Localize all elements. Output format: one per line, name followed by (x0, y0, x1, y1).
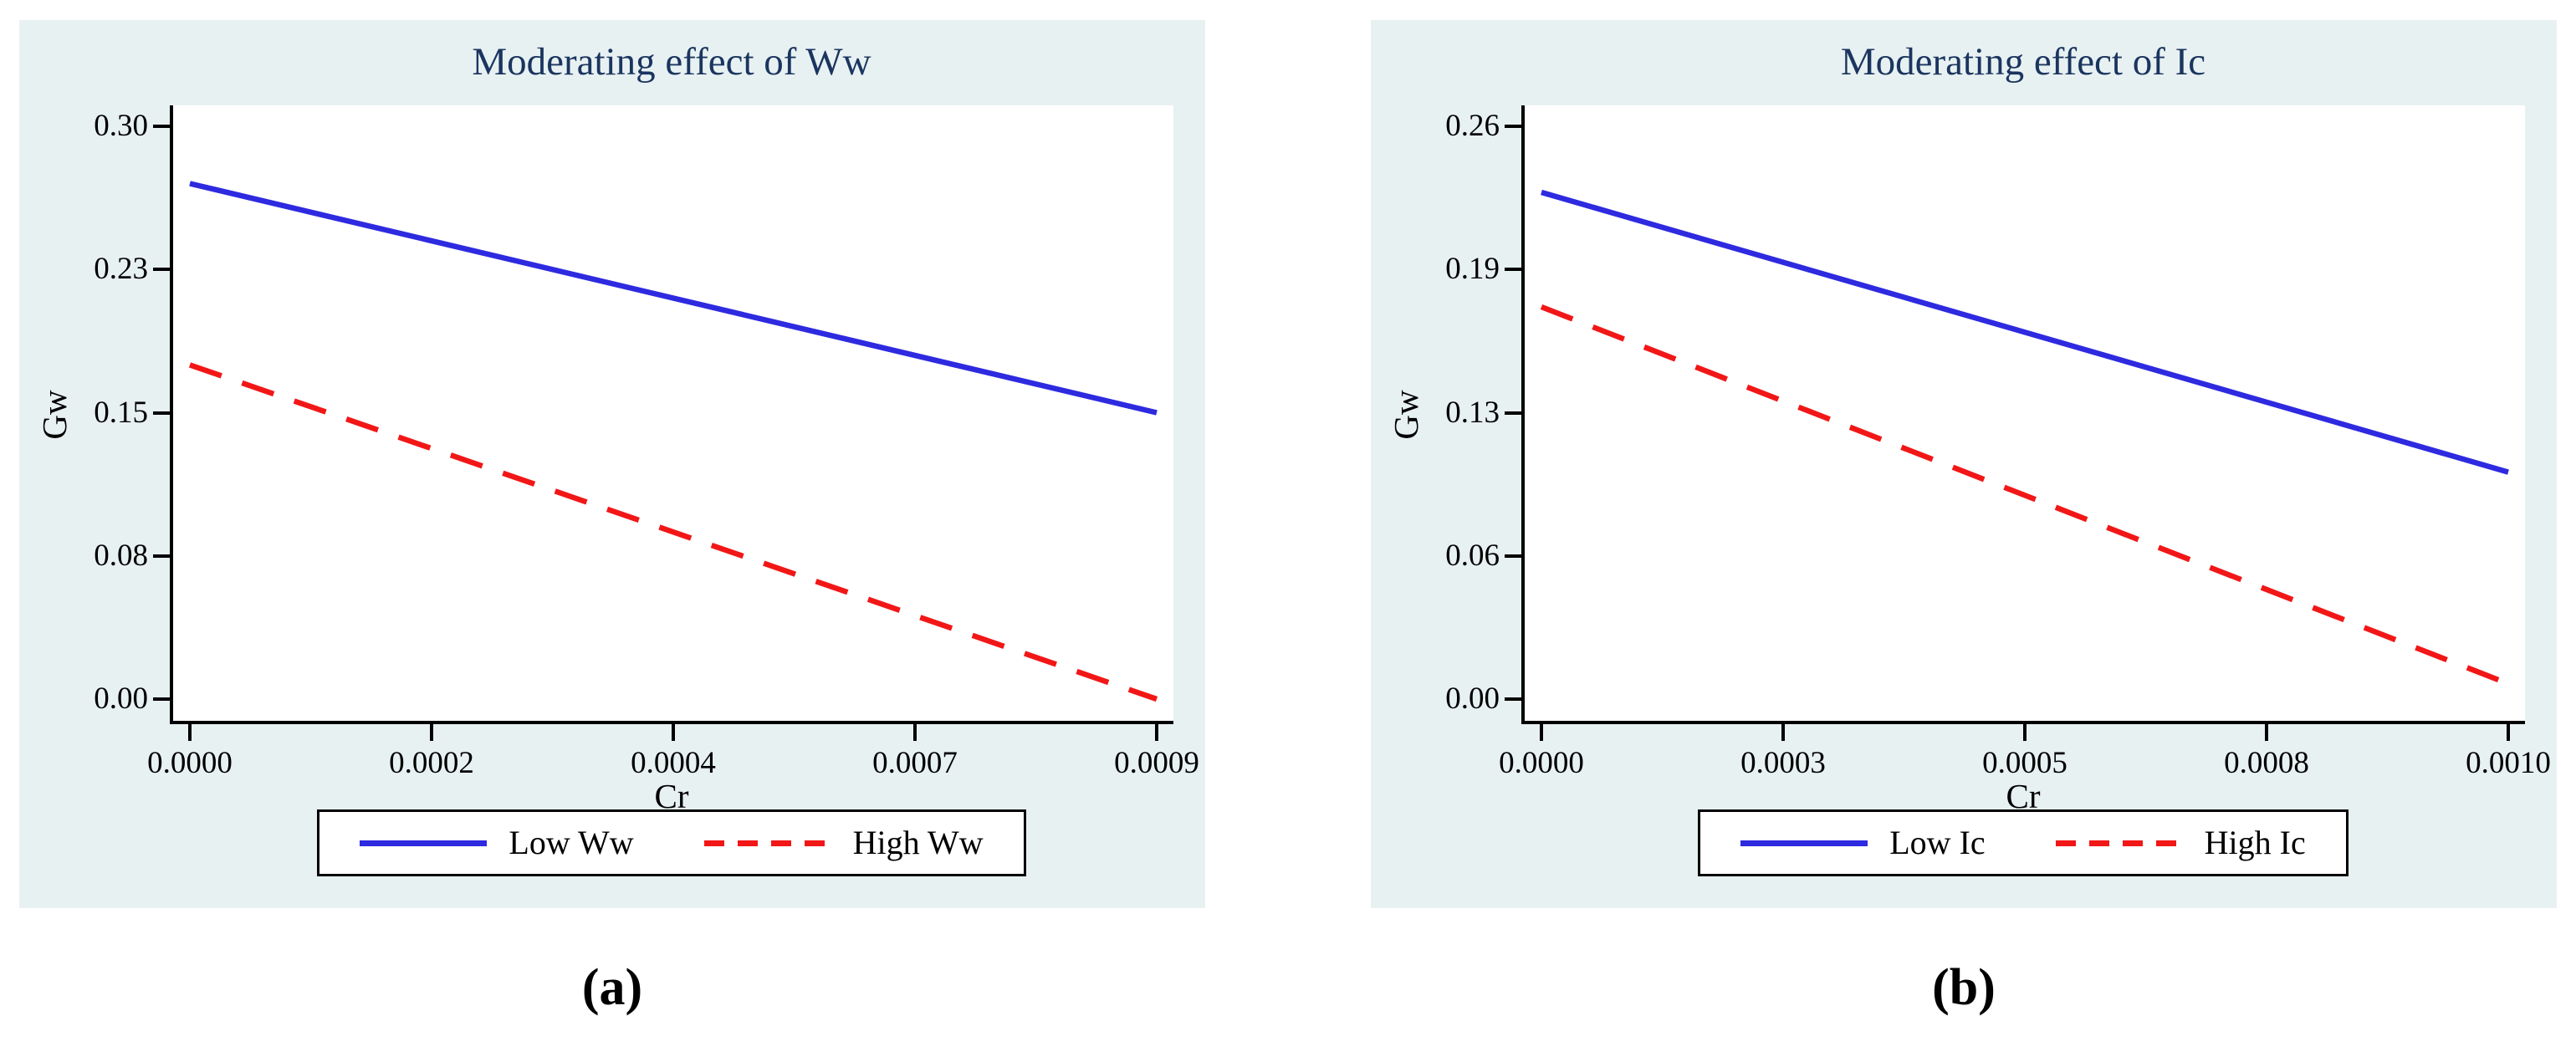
subfigure-caption-a: (a) (581, 959, 643, 1016)
legend-label: Low Ww (509, 824, 634, 861)
x-tick-mark (913, 724, 917, 741)
x-tick-label: 0.0010 (2466, 746, 2551, 780)
plot-svg (170, 105, 1173, 724)
axis-lines (170, 105, 1173, 724)
x-tick-label: 0.0000 (147, 746, 233, 780)
x-tick-mark (2265, 724, 2268, 741)
chart-title: Moderating effect of Ww (472, 40, 871, 84)
y-tick-mark (153, 697, 170, 701)
legend-entry: Low Ic (1740, 823, 1986, 863)
legend-label: High Ic (2204, 824, 2306, 861)
legend-dashed-line-sample (703, 840, 831, 846)
y-tick-label: 0.08 (94, 538, 148, 573)
legend-entry: Low Ww (360, 823, 634, 863)
chart-panel-ic: Moderating effect of Ic Gw Cr Low Ic High… (1371, 20, 2557, 908)
legend-entry: High Ww (703, 823, 984, 863)
plot-area (170, 105, 1173, 724)
x-tick-label: 0.0000 (1499, 746, 1584, 780)
x-tick-label: 0.0004 (631, 746, 716, 780)
legend-row: Low Ww High Ww (170, 809, 1173, 876)
legend-dashed-line-sample (2055, 840, 2183, 846)
plot-area (1521, 105, 2525, 724)
y-tick-mark (1505, 125, 1521, 128)
x-tick-label: 0.0003 (1740, 746, 1826, 780)
x-tick-mark (188, 724, 192, 741)
x-tick-label: 0.0005 (1982, 746, 2067, 780)
y-tick-label: 0.26 (1445, 109, 1500, 143)
y-tick-label: 0.23 (94, 252, 148, 287)
legend-label: High Ww (852, 824, 984, 861)
subfigure-caption-b: (b) (1932, 959, 1996, 1016)
y-tick-label: 0.13 (1445, 395, 1500, 430)
x-tick-label: 0.0007 (872, 746, 958, 780)
x-tick-mark (2507, 724, 2510, 741)
legend-entry: High Ic (2055, 823, 2306, 863)
y-tick-mark (153, 268, 170, 272)
x-axis-title: Cr (654, 777, 689, 815)
legend-row: Low Ic High Ic (1521, 809, 2525, 876)
y-tick-mark (1505, 268, 1521, 272)
x-tick-mark (2023, 724, 2027, 741)
x-tick-mark (1781, 724, 1785, 741)
y-tick-label: 0.00 (94, 682, 148, 716)
x-tick-label: 0.0002 (389, 746, 474, 780)
y-tick-mark (153, 125, 170, 128)
y-tick-mark (1505, 554, 1521, 558)
x-tick-mark (430, 724, 433, 741)
x-tick-mark (1540, 724, 1543, 741)
y-tick-label: 0.19 (1445, 252, 1500, 287)
chart-panel-ww: Moderating effect of Ww Gw Cr Low Ww High… (19, 20, 1205, 908)
y-tick-label: 0.15 (94, 395, 148, 430)
legend-solid-line-sample (1740, 840, 1868, 846)
legend-label: Low Ic (1889, 824, 1986, 861)
y-tick-mark (153, 411, 170, 415)
x-tick-mark (672, 724, 675, 741)
series-line-low-ww (189, 181, 1158, 416)
plot-svg (1521, 105, 2525, 724)
axis-lines (1521, 105, 2525, 724)
y-tick-mark (1505, 411, 1521, 415)
legend-box: Low Ic High Ic (1698, 809, 2349, 876)
chart-title: Moderating effect of Ic (1840, 40, 2206, 84)
y-tick-mark (153, 554, 170, 558)
y-tick-mark (1505, 697, 1521, 701)
series-line-low-ic (1541, 189, 2509, 475)
series-line-high-ic (1540, 304, 2510, 687)
y-tick-label: 0.06 (1445, 538, 1500, 573)
x-axis-title: Cr (2006, 777, 2041, 815)
x-tick-label: 0.0008 (2224, 746, 2309, 780)
series-line-high-ww (188, 362, 1158, 702)
x-tick-label: 0.0009 (1114, 746, 1199, 780)
legend-solid-line-sample (360, 840, 488, 846)
y-tick-label: 0.30 (94, 109, 148, 143)
legend-box: Low Ww High Ww (317, 809, 1026, 876)
x-tick-mark (1155, 724, 1158, 741)
y-tick-label: 0.00 (1445, 682, 1500, 716)
